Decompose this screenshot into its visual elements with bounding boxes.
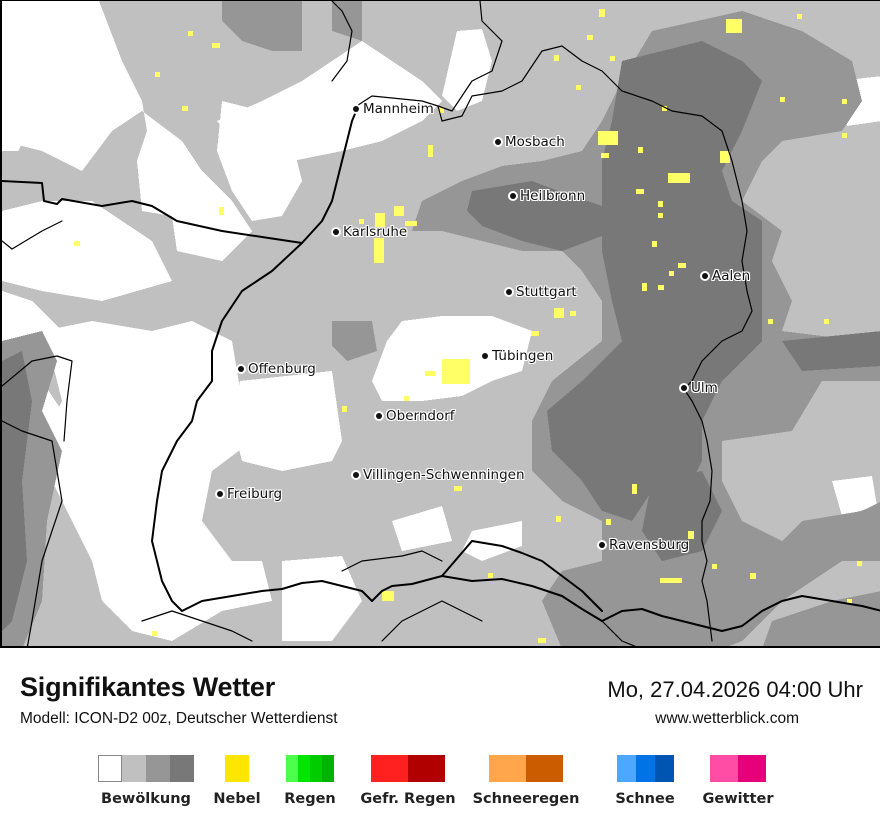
city-label: Heilbronn [520,188,586,204]
city-label: Mannheim [363,101,434,117]
city-label: Villingen-Schwenningen [363,467,525,483]
city-marker-karlsruhe: Karlsruhe [333,224,407,240]
city-marker-ulm: Ulm [681,380,718,396]
city-label: Ravensburg [609,537,690,553]
city-label: Offenburg [248,361,316,377]
model-source: Modell: ICON-D2 00z, Deutscher Wetterdie… [20,710,338,727]
city-dot-icon [599,542,605,548]
city-dot-icon [482,353,488,359]
city-dot-icon [495,139,501,145]
legend-item-gefr-regen: Gefr. Regen [353,755,463,807]
city-label: Freiburg [227,486,283,502]
thunderstorm-swatch-icon [710,755,766,782]
legend-item-gewitter: Gewitter [698,755,778,807]
city-marker-mosbach: Mosbach [495,134,565,150]
city-label: Aalen [712,268,751,284]
legend: Bewölkung Nebel Regen Gefr. Regen Schnee… [0,755,880,815]
city-dot-icon [702,273,708,279]
map-title: Signifikantes Wetter [20,672,276,702]
legend-item-schneeregen: Schneeregen [468,755,584,807]
city-label: Mosbach [505,134,565,150]
city-marker-aalen: Aalen [702,268,750,284]
legend-item-schnee: Schnee [605,755,685,807]
city-dot-icon [333,229,339,235]
website-link[interactable]: www.wetterblick.com [655,710,799,727]
city-dot-icon [506,289,512,295]
legend-item-nebel: Nebel [207,755,267,807]
city-marker-ravensburg: Ravensburg [599,537,689,553]
legend-item-bewoelkung: Bewölkung [96,755,196,807]
legend-item-regen: Regen [270,755,350,807]
city-label: Karlsruhe [343,224,408,240]
city-marker-stuttgart: Stuttgart [506,284,577,300]
fog-swatch-icon [225,755,249,782]
city-label: Ulm [691,380,718,396]
city-label: Tübingen [492,348,554,364]
snow-swatch-icon [616,755,674,782]
city-label: Stuttgart [516,284,577,300]
cloud-swatch-icon [98,755,194,782]
city-dot-icon [510,193,516,199]
city-dot-icon [238,366,244,372]
cloud-cover-layer [2,1,880,646]
city-marker-freiburg: Freiburg [217,486,282,502]
city-marker-offenburg: Offenburg [238,361,316,377]
city-dot-icon [217,491,223,497]
rain-swatch-icon [286,755,334,782]
city-dot-icon [353,106,359,112]
city-label: Oberndorf [386,408,455,424]
sleet-swatch-icon [489,755,563,782]
city-marker-heilbronn: Heilbronn [510,188,585,204]
city-marker-villingen-schwenningen: Villingen-Schwenningen [353,467,525,483]
forecast-datetime: Mo, 27.04.2026 04:00 Uhr [607,677,863,702]
city-dot-icon [376,413,382,419]
freezing-rain-swatch-icon [371,755,445,782]
weather-map[interactable]: Mannheim Mosbach Heilbronn Karlsruhe Aal… [0,0,880,648]
city-marker-oberndorf: Oberndorf [376,408,455,424]
city-marker-tuebingen: Tübingen [482,348,553,364]
city-dot-icon [353,472,359,478]
city-marker-mannheim: Mannheim [353,101,434,117]
border-lines-layer [2,1,880,646]
city-dot-icon [681,385,687,391]
